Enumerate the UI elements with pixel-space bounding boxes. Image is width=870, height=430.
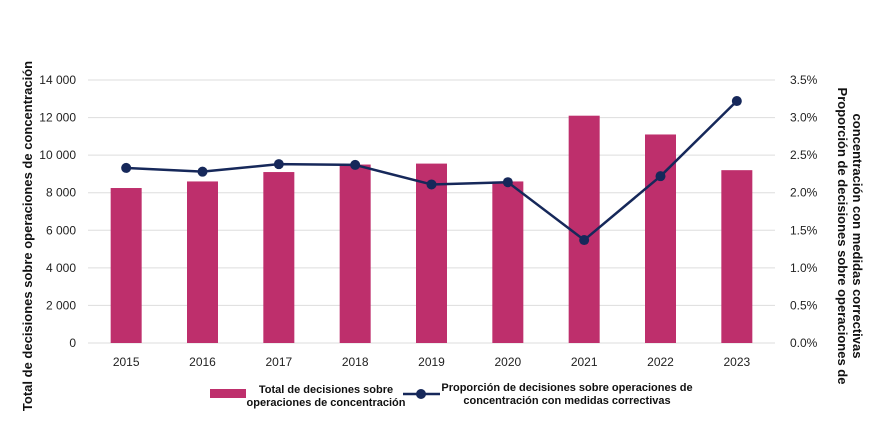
right-y-tick-label: 0.0%	[790, 336, 818, 350]
left-y-tick-label: 0	[69, 336, 76, 350]
line-point	[273, 159, 284, 170]
x-tick-label: 2019	[418, 355, 445, 369]
bar	[263, 172, 295, 343]
right-y-tick-label: 3.0%	[790, 111, 818, 125]
x-tick-label: 2016	[189, 355, 216, 369]
right-y-tick-label: 2.5%	[790, 148, 818, 162]
left-y-axis-ticks: 0 2 000 4 000 6 000 8 000 10 000 12 000 14 000	[39, 73, 76, 350]
bar	[568, 115, 600, 343]
x-tick-label: 2020	[494, 355, 521, 369]
bar	[339, 164, 371, 343]
right-y-tick-label: 2.0%	[790, 186, 818, 200]
bar	[110, 188, 142, 343]
left-y-tick-label: 8 000	[46, 186, 76, 200]
x-axis-ticks: 2015 2016 2017 2018 2019 2020 2021 2022 2023	[113, 355, 751, 369]
left-y-axis-title: Total de decisiones sobre operaciones de…	[20, 61, 35, 411]
line-point	[197, 166, 208, 177]
legend-bar-swatch	[210, 389, 246, 398]
left-y-tick-label: 2 000	[46, 298, 76, 312]
right-y-tick-label: 1.5%	[790, 223, 818, 237]
left-y-tick-label: 6 000	[46, 223, 76, 237]
bar	[187, 181, 218, 343]
line-series	[121, 96, 742, 246]
legend-bar-label-line-1: Total de decisiones sobre	[259, 384, 393, 396]
x-tick-label: 2022	[647, 355, 674, 369]
line-point	[655, 171, 666, 182]
legend-bar-label-line-2: operaciones de concentración	[247, 397, 406, 409]
legend: Total de decisiones sobre operaciones de…	[210, 382, 693, 409]
legend-line-label-line-2: concentración con medidas correctivas	[463, 395, 670, 407]
legend-line-label-line-1: Proporción de decisiones sobre operacion…	[441, 382, 692, 394]
line-point	[731, 96, 742, 107]
bar-series	[110, 115, 753, 343]
line-point	[502, 177, 513, 188]
right-y-tick-label: 3.5%	[790, 73, 818, 87]
left-y-tick-label: 10 000	[39, 148, 76, 162]
line-point	[121, 162, 132, 173]
legend-line-marker	[416, 389, 426, 399]
line-point	[426, 179, 437, 190]
right-y-axis-title-line-2: concentración con medidas correctivas	[850, 114, 865, 359]
x-tick-label: 2021	[571, 355, 598, 369]
bar	[645, 134, 676, 343]
x-tick-label: 2018	[342, 355, 369, 369]
right-y-tick-label: 0.5%	[790, 298, 818, 312]
bar	[492, 181, 524, 343]
right-y-tick-label: 1.0%	[790, 261, 818, 275]
right-y-axis-title-line-1: Proporción de decisiones sobre operacion…	[835, 88, 850, 385]
x-tick-label: 2023	[723, 355, 750, 369]
line-point	[350, 159, 361, 170]
right-y-axis-title: Proporción de decisiones sobre operacion…	[835, 88, 865, 385]
right-y-axis-ticks: 0.0% 0.5% 1.0% 1.5% 2.0% 2.5% 3.0% 3.5%	[790, 73, 818, 350]
bar	[416, 163, 447, 343]
left-y-tick-label: 14 000	[39, 73, 76, 87]
left-y-tick-label: 12 000	[39, 111, 76, 125]
x-tick-label: 2017	[265, 355, 292, 369]
bar	[721, 170, 753, 343]
x-tick-label: 2015	[113, 355, 140, 369]
line-point	[579, 235, 590, 246]
left-y-tick-label: 4 000	[46, 261, 76, 275]
